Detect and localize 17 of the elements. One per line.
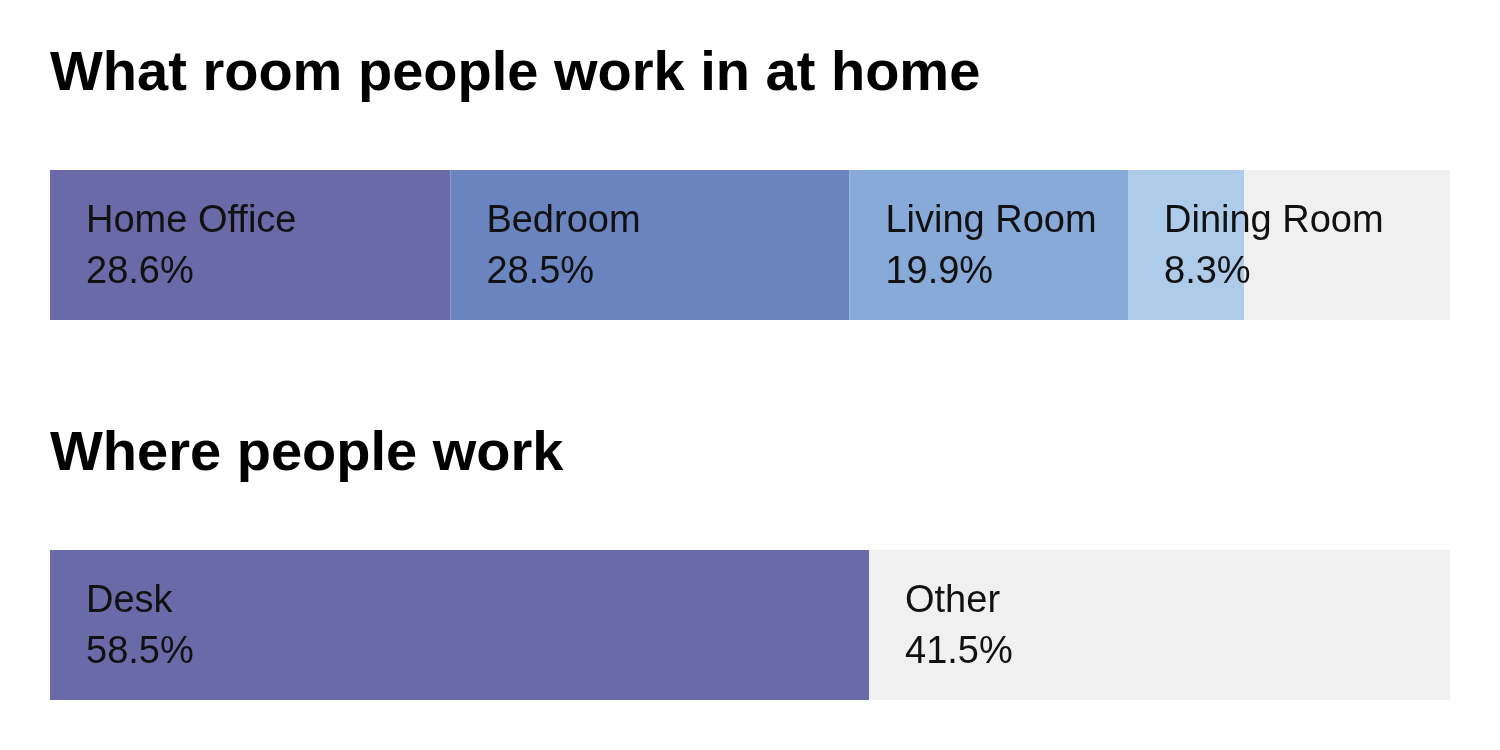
chart-title: Where people work bbox=[50, 418, 564, 483]
series-label: Living Room bbox=[885, 198, 1097, 240]
data-label: 28.6% bbox=[86, 249, 194, 291]
chart-title: What room people work in at home bbox=[50, 38, 981, 103]
series-label: Other bbox=[905, 578, 1001, 620]
bar bbox=[849, 170, 1128, 320]
data-label: 41.5% bbox=[905, 629, 1013, 671]
data-label: 28.5% bbox=[486, 249, 595, 291]
series-label: Bedroom bbox=[486, 198, 641, 240]
series-label: Desk bbox=[86, 578, 174, 620]
bar bbox=[50, 170, 451, 320]
data-label: 8.3% bbox=[1164, 249, 1251, 291]
series-label: Home Office bbox=[86, 198, 297, 240]
data-label: 19.9% bbox=[885, 249, 994, 291]
bar bbox=[450, 170, 850, 320]
series-label: Dining Room bbox=[1164, 198, 1384, 240]
data-label: 58.5% bbox=[86, 629, 194, 671]
